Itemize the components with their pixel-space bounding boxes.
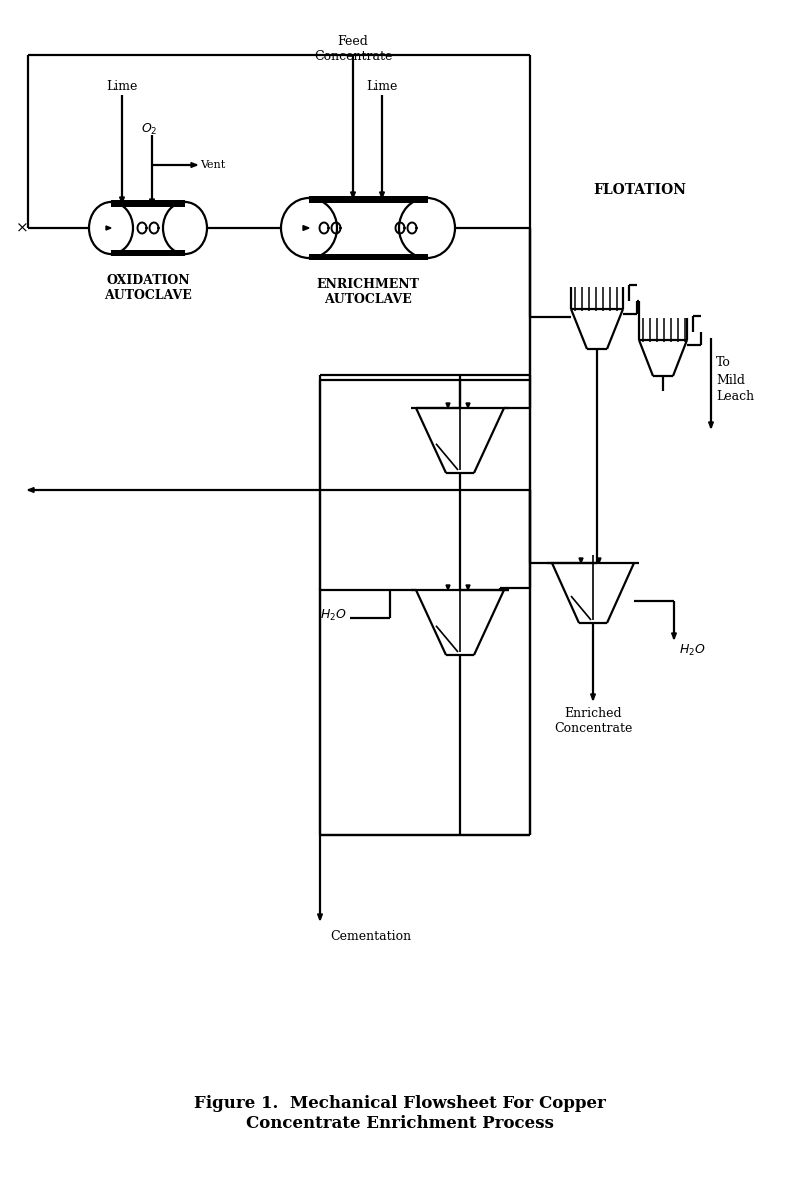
Bar (111, 200, 185, 207)
Ellipse shape (89, 202, 133, 254)
Text: ENRICHMENT: ENRICHMENT (317, 277, 419, 291)
Polygon shape (466, 585, 470, 590)
Text: $H_2O$: $H_2O$ (679, 643, 706, 658)
Polygon shape (350, 193, 355, 199)
Polygon shape (106, 226, 111, 230)
Text: Lime: Lime (106, 80, 138, 93)
Polygon shape (191, 163, 197, 167)
Text: Mild: Mild (716, 373, 745, 386)
Polygon shape (597, 559, 601, 563)
Ellipse shape (281, 199, 337, 258)
Polygon shape (28, 488, 34, 493)
Text: Lime: Lime (366, 80, 398, 93)
Text: Leach: Leach (716, 391, 754, 403)
Polygon shape (579, 559, 583, 563)
Text: Concentrate: Concentrate (314, 50, 392, 63)
Polygon shape (466, 403, 470, 408)
Polygon shape (446, 585, 450, 590)
Polygon shape (303, 226, 309, 231)
Polygon shape (709, 422, 714, 428)
Bar (111, 250, 185, 256)
Text: AUTOCLAVE: AUTOCLAVE (104, 289, 192, 303)
Text: Concentrate Enrichment Process: Concentrate Enrichment Process (246, 1115, 554, 1131)
Text: FLOTATION: FLOTATION (594, 183, 686, 197)
Polygon shape (120, 197, 125, 203)
Text: To: To (716, 356, 731, 370)
Text: AUTOCLAVE: AUTOCLAVE (324, 293, 412, 306)
Polygon shape (672, 633, 677, 639)
Text: Figure 1.  Mechanical Flowsheet For Copper: Figure 1. Mechanical Flowsheet For Coppe… (194, 1096, 606, 1112)
Text: Cementation: Cementation (330, 930, 411, 942)
Text: OXIDATION: OXIDATION (106, 274, 190, 287)
Polygon shape (380, 193, 384, 199)
Text: Concentrate: Concentrate (554, 722, 632, 736)
Bar (309, 199, 428, 258)
Text: $O_2$: $O_2$ (141, 122, 158, 138)
Text: Feed: Feed (338, 35, 369, 48)
Text: $H_2O$: $H_2O$ (320, 608, 347, 623)
Ellipse shape (399, 199, 455, 258)
Bar (309, 254, 428, 260)
Text: ×: × (16, 221, 28, 234)
Polygon shape (150, 199, 154, 205)
Polygon shape (590, 694, 595, 700)
Bar (111, 202, 185, 254)
Ellipse shape (163, 202, 207, 254)
Text: Enriched: Enriched (564, 707, 622, 720)
Text: Vent: Vent (200, 160, 226, 170)
Bar (309, 196, 428, 203)
Polygon shape (318, 914, 322, 920)
Polygon shape (446, 403, 450, 408)
